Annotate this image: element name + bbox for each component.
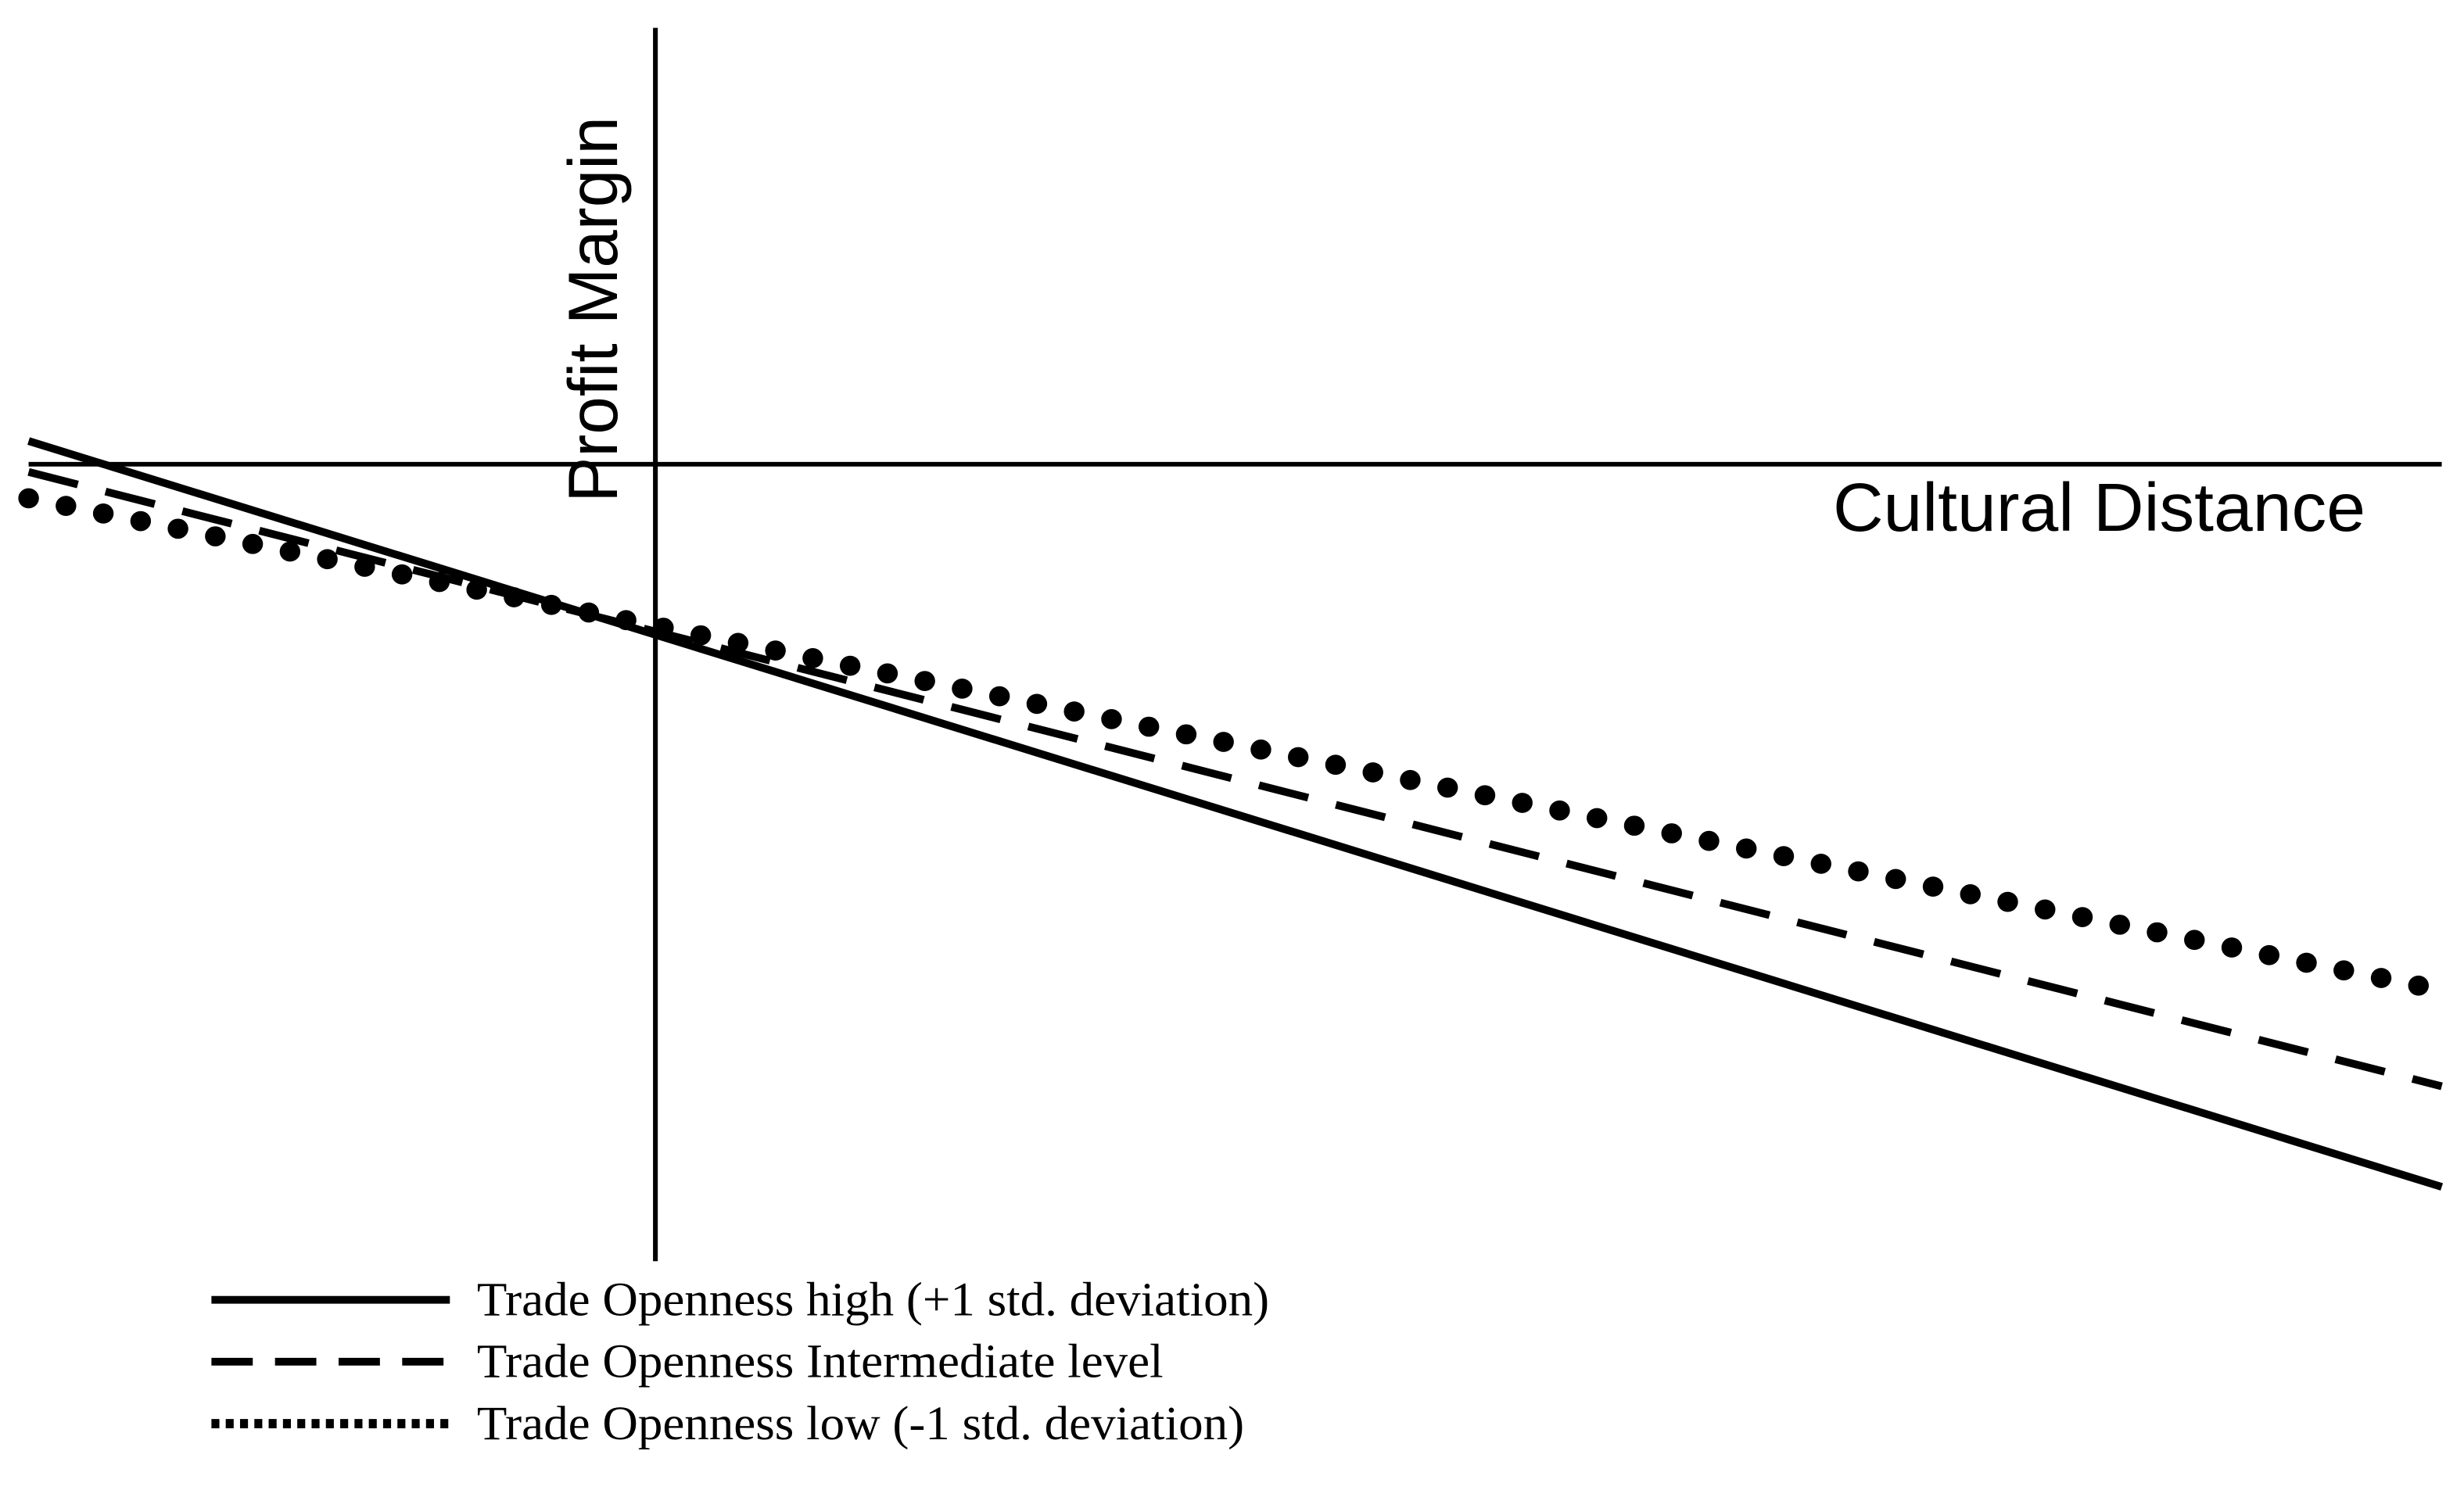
x-axis-label: Cultural Distance: [1833, 469, 2365, 546]
y-axis-label: Profit Margin: [554, 116, 632, 503]
legend-label: Trade Openness low (-1 std. deviation): [477, 1398, 1244, 1450]
series-line: [18, 488, 2452, 1001]
legend-label: Trade Openness Intermediate level: [477, 1335, 1164, 1388]
series-line: [27, 437, 2444, 1191]
legend-label: Trade Openness high (+1 std. deviation): [477, 1274, 1269, 1326]
series-line: [27, 467, 2443, 1091]
